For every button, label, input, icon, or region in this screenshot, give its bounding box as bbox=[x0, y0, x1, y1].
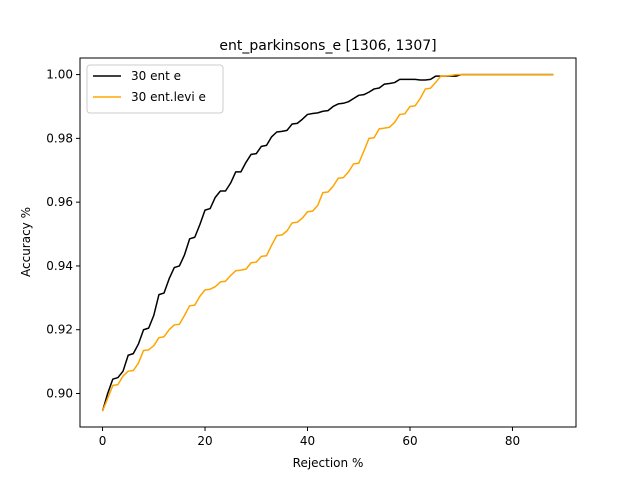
x-tick-label: 40 bbox=[300, 434, 315, 448]
plot-frame bbox=[79, 57, 577, 428]
series-line-2 bbox=[101, 73, 554, 412]
y-tick-label: 0.96 bbox=[46, 195, 73, 209]
series-layer bbox=[101, 73, 554, 412]
x-tick-label: 60 bbox=[402, 434, 417, 448]
legend-label-1: 30 ent e bbox=[131, 69, 181, 83]
chart-title: ent_parkinsons_e [1306, 1307] bbox=[219, 38, 436, 54]
x-tick-label: 0 bbox=[99, 434, 107, 448]
legend-label-2: 30 ent.levi e bbox=[131, 90, 206, 104]
x-tick-label: 80 bbox=[505, 434, 520, 448]
x-tick-label: 20 bbox=[197, 434, 212, 448]
y-axis: 0.90 0.92 0.94 0.96 0.98 1.00 bbox=[46, 68, 80, 401]
y-tick-label: 1.00 bbox=[46, 68, 73, 82]
y-tick-label: 0.98 bbox=[46, 131, 73, 145]
y-tick-label: 0.90 bbox=[46, 387, 73, 401]
y-axis-label: Accuracy % bbox=[19, 207, 33, 277]
y-tick-label: 0.94 bbox=[46, 259, 73, 273]
x-axis-label: Rejection % bbox=[293, 456, 364, 470]
legend-box bbox=[86, 64, 224, 114]
legend: 30 ent e 30 ent.levi e bbox=[86, 64, 224, 114]
x-axis: 0 20 40 60 80 bbox=[99, 427, 520, 448]
y-tick-label: 0.92 bbox=[46, 323, 73, 337]
